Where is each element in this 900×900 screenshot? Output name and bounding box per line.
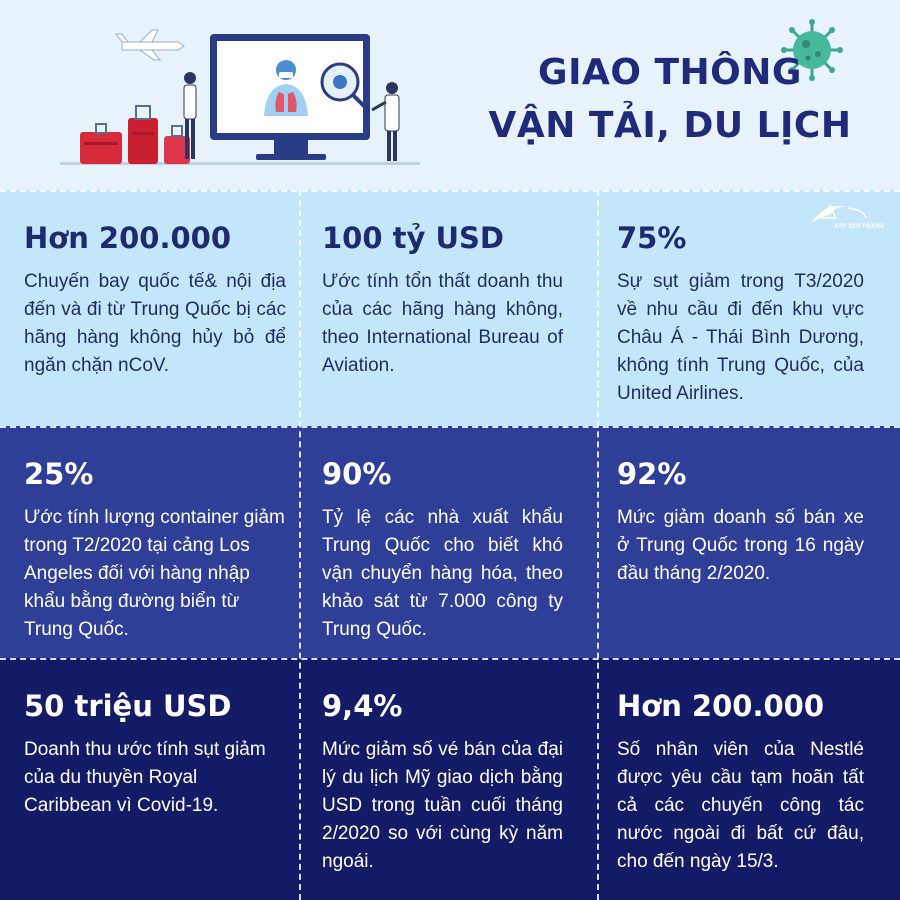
monitor-icon <box>210 34 370 160</box>
stat-card: 100 tỷ USD Ước tính tổn thất doanh thu c… <box>300 190 597 426</box>
stat-value: 75% <box>617 221 687 255</box>
stat-value: Hơn 200.000 <box>617 689 825 723</box>
stats-row-2: 25% Ước tính lượng container giảm trong … <box>0 426 900 658</box>
luggage-icon <box>80 105 190 164</box>
virus-icon <box>781 19 843 81</box>
page-title: GIAO THÔNG VẬN TẢI, DU LỊCH <box>470 48 870 154</box>
stat-value: 25% <box>24 457 94 491</box>
stat-value: 100 tỷ USD <box>322 221 505 255</box>
stats-row-1: Hơn 200.000 Chuyến bay quốc tế& nội địa … <box>0 190 900 426</box>
stat-value: 92% <box>617 457 687 491</box>
airplane-icon <box>115 29 185 61</box>
stat-value: 50 triệu USD <box>24 689 232 723</box>
scientist-icon <box>371 82 400 161</box>
stat-card: 25% Ước tính lượng container giảm trong … <box>0 426 300 658</box>
stat-value: 90% <box>322 457 392 491</box>
title-line-1: GIAO THÔNG <box>538 52 802 93</box>
stat-value: 9,4% <box>322 689 403 723</box>
traveler-icon <box>183 72 197 159</box>
stat-card: Hơn 200.000 Chuyến bay quốc tế& nội địa … <box>0 190 300 426</box>
stat-description: Sự sụt giảm trong T3/2020 về nhu cầu đi … <box>617 271 864 404</box>
stat-card: 90% Tỷ lệ các nhà xuất khẩu Trung Quốc c… <box>300 426 597 658</box>
stat-description: Số nhân viên của Nestlé được yêu cầu tạm… <box>617 739 864 872</box>
stat-description: Tỷ lệ các nhà xuất khẩu Trung Quốc cho b… <box>322 507 563 640</box>
stat-description: Mức giảm doanh số bán xe ở Trung Quốc tr… <box>617 507 864 584</box>
stat-value: Hơn 200.000 <box>24 221 232 255</box>
stat-card: 50 triệu USD Doanh thu ước tính sụt giảm… <box>0 658 300 900</box>
stat-description: Doanh thu ước tính sụt giảm của du thuyề… <box>24 739 266 816</box>
stat-card: Hơn 200.000 Số nhân viên của Nestlé được… <box>597 658 900 900</box>
divider <box>0 658 900 660</box>
stat-description: Ước tính lượng container giảm trong T2/2… <box>24 507 285 640</box>
stat-description: Ước tính tổn thất doanh thu của các hãng… <box>322 271 563 376</box>
stat-description: Chuyến bay quốc tế& nội địa đến và đi từ… <box>24 271 286 376</box>
header: GIAO THÔNG VẬN TẢI, DU LỊCH <box>0 0 900 190</box>
divider <box>0 426 900 428</box>
divider <box>0 190 900 192</box>
stat-card: 92% Mức giảm doanh số bán xe ở Trung Quố… <box>597 426 900 658</box>
stat-card: 75% Sự sụt giảm trong T3/2020 về nhu cầu… <box>597 190 900 426</box>
stats-grid: Hơn 200.000 Chuyến bay quốc tế& nội địa … <box>0 190 900 900</box>
stat-card: 9,4% Mức giảm số vé bán của đại lý du lị… <box>300 658 597 900</box>
brand-logo-text: ATP SOFTWARE <box>834 224 885 230</box>
stat-description: Mức giảm số vé bán của đại lý du lịch Mỹ… <box>322 739 563 872</box>
brand-logo-icon <box>812 204 867 222</box>
divider <box>299 190 301 900</box>
divider <box>597 190 599 900</box>
stats-row-3: 50 triệu USD Doanh thu ước tính sụt giảm… <box>0 658 900 900</box>
travel-monitor-illustration <box>60 29 420 165</box>
title-line-2: VẬN TẢI, DU LỊCH <box>488 105 852 146</box>
